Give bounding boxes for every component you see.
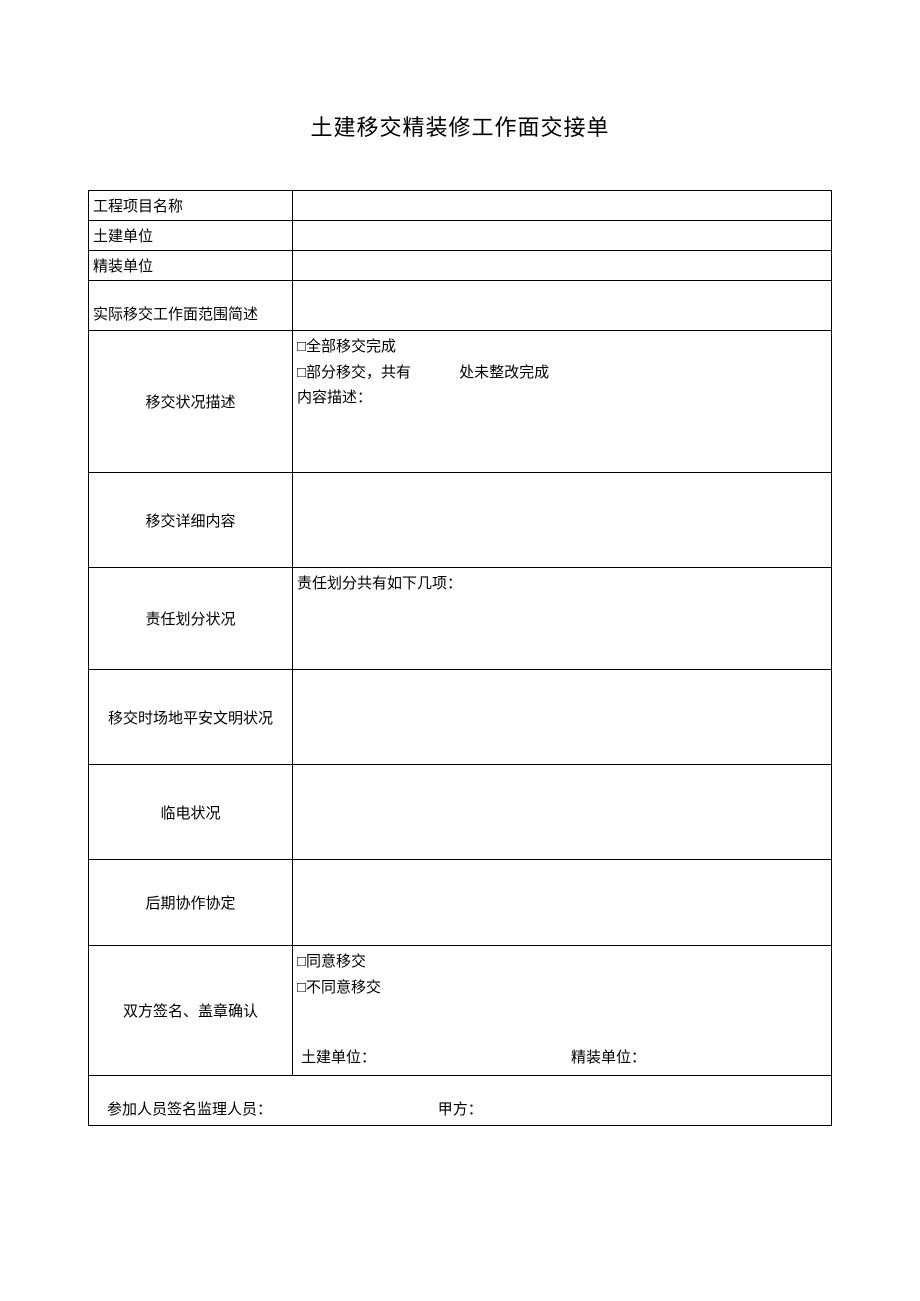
responsibility-label: 责任划分状况 bbox=[89, 568, 293, 670]
table-row: 实际移交工作面范围简述 bbox=[89, 281, 832, 331]
sign-decoration-unit: 精装单位： bbox=[561, 1046, 821, 1067]
table-row: 责任划分状况 责任划分共有如下几项： bbox=[89, 568, 832, 670]
status-line1: □全部移交完成 bbox=[297, 335, 825, 361]
safety-value bbox=[293, 670, 832, 765]
footer-party-a: 甲方： bbox=[438, 1098, 483, 1119]
project-name-value bbox=[293, 191, 832, 221]
detail-value bbox=[293, 473, 832, 568]
status-line2-suffix: 处未整改完成 bbox=[459, 365, 549, 381]
sign-civil-unit: 土建单位： bbox=[301, 1046, 561, 1067]
decoration-unit-value bbox=[293, 251, 832, 281]
status-label: 移交状况描述 bbox=[89, 331, 293, 473]
table-row: 移交状况描述 □全部移交完成 □部分移交，共有 处未整改完成 内容描述： bbox=[89, 331, 832, 473]
table-row: 移交时场地平安文明状况 bbox=[89, 670, 832, 765]
status-line3: 内容描述： bbox=[297, 386, 825, 412]
scope-label: 实际移交工作面范围简述 bbox=[89, 281, 293, 331]
footer-cell: 参加人员签名监理人员： 甲方： bbox=[89, 1076, 832, 1126]
table-row: 双方签名、盖章确认 □同意移交 □不同意移交 土建单位： 精装单位： bbox=[89, 946, 832, 1076]
sign-disagree: □不同意移交 bbox=[297, 976, 825, 1002]
status-line2: □部分移交，共有 处未整改完成 bbox=[297, 361, 825, 387]
table-row: 参加人员签名监理人员： 甲方： bbox=[89, 1076, 832, 1126]
sign-agree: □同意移交 bbox=[297, 950, 825, 976]
scope-value bbox=[293, 281, 832, 331]
table-row: 土建单位 bbox=[89, 221, 832, 251]
sign-label: 双方签名、盖章确认 bbox=[89, 946, 293, 1076]
table-row: 工程项目名称 bbox=[89, 191, 832, 221]
detail-label: 移交详细内容 bbox=[89, 473, 293, 568]
page-title: 土建移交精装修工作面交接单 bbox=[88, 110, 832, 142]
status-line2-prefix: □部分移交，共有 bbox=[297, 365, 411, 381]
table-row: 临电状况 bbox=[89, 765, 832, 860]
table-row: 移交详细内容 bbox=[89, 473, 832, 568]
electric-label: 临电状况 bbox=[89, 765, 293, 860]
handover-form-table: 工程项目名称 土建单位 精装单位 实际移交工作面范围简述 移交状况描述 □全部移… bbox=[88, 190, 832, 1126]
table-row: 后期协作协定 bbox=[89, 860, 832, 946]
sign-content-cell: □同意移交 □不同意移交 土建单位： 精装单位： bbox=[293, 946, 832, 1076]
decoration-unit-label: 精装单位 bbox=[89, 251, 293, 281]
footer-supervisor: 参加人员签名监理人员： bbox=[107, 1098, 272, 1119]
status-content-cell: □全部移交完成 □部分移交，共有 处未整改完成 内容描述： bbox=[293, 331, 832, 473]
table-row: 精装单位 bbox=[89, 251, 832, 281]
project-name-label: 工程项目名称 bbox=[89, 191, 293, 221]
safety-label: 移交时场地平安文明状况 bbox=[89, 670, 293, 765]
agreement-label: 后期协作协定 bbox=[89, 860, 293, 946]
agreement-value bbox=[293, 860, 832, 946]
electric-value bbox=[293, 765, 832, 860]
civil-unit-label: 土建单位 bbox=[89, 221, 293, 251]
responsibility-content: 责任划分共有如下几项： bbox=[293, 568, 832, 670]
civil-unit-value bbox=[293, 221, 832, 251]
